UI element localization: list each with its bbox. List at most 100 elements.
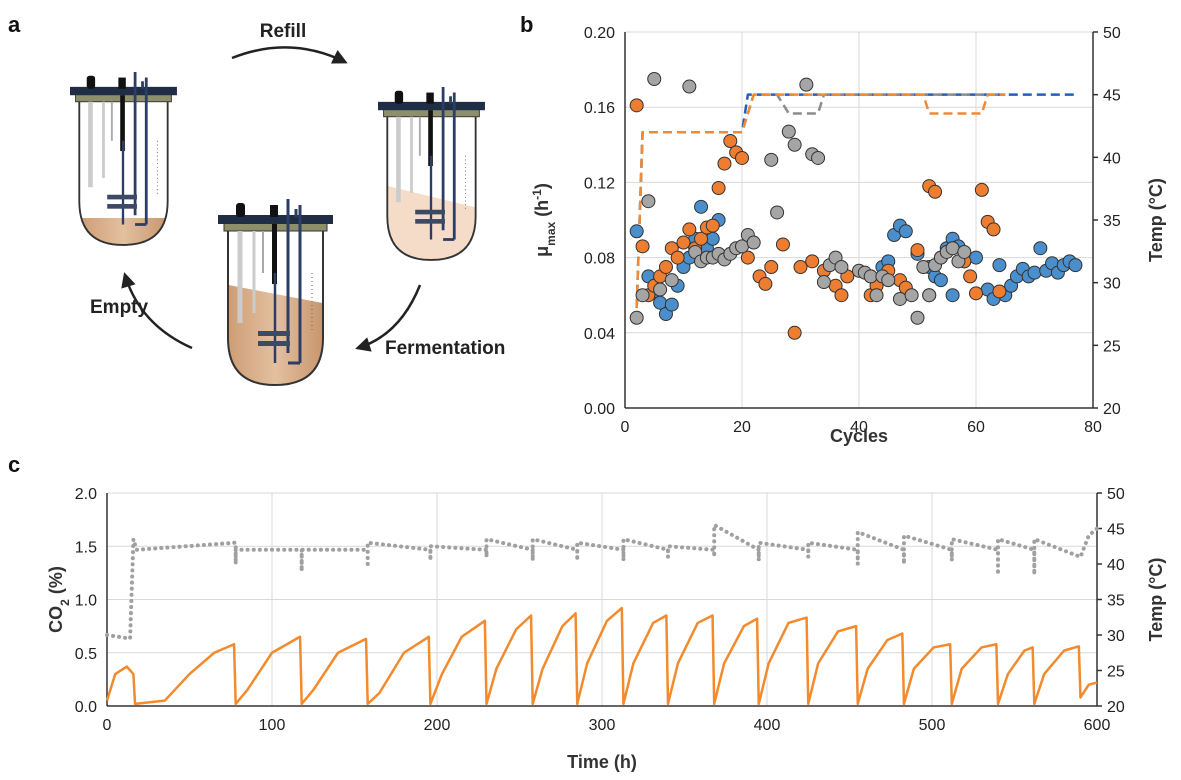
point (647, 72, 662, 86)
point (635, 288, 650, 303)
point (770, 205, 785, 220)
point (758, 276, 773, 291)
point (1033, 241, 1048, 256)
point (1027, 265, 1042, 280)
point (694, 199, 709, 214)
point (881, 273, 896, 288)
point (658, 260, 673, 274)
x-tick-label: 200 (424, 717, 451, 734)
vessel (378, 87, 485, 277)
y-tick-label: 0.16 (584, 100, 615, 117)
y2-tick-label: 35 (1107, 593, 1125, 610)
arrow (355, 284, 422, 352)
y-tick-label: 0.5 (75, 646, 97, 663)
x-tick-label: 100 (259, 717, 286, 734)
panel-label: b (520, 12, 533, 37)
x-tick-label: 20 (733, 419, 751, 436)
point (869, 288, 884, 303)
axis-label-part: (h (532, 200, 552, 222)
axis-label-part: CO (46, 606, 66, 633)
point (834, 288, 849, 303)
point (711, 181, 726, 196)
axis-label: μmax (h-1) (530, 183, 558, 257)
axis-label-part: Temp (°C) (1146, 558, 1166, 642)
point (635, 239, 650, 254)
point (834, 260, 849, 274)
point (910, 310, 925, 325)
point (986, 222, 1001, 237)
panel-label: c (8, 452, 20, 477)
axis-label-part: μ (532, 246, 552, 257)
point (916, 260, 931, 274)
point (629, 310, 644, 325)
y2-tick-label: 25 (1103, 338, 1121, 355)
y-tick-label: 0.00 (584, 401, 615, 418)
point (629, 98, 644, 113)
point (928, 184, 943, 199)
point (805, 254, 820, 269)
point (775, 237, 790, 252)
y2-tick-label: 45 (1103, 88, 1121, 105)
point (723, 134, 738, 149)
point (892, 291, 907, 306)
point (682, 222, 697, 237)
point (974, 182, 989, 197)
x-tick-label: 40 (850, 419, 868, 436)
axis-label: CO2 (%) (46, 566, 72, 633)
chart: 0.000.040.080.120.160.200 20 40 60 802025303… (584, 25, 1121, 446)
point (705, 218, 720, 233)
x-axis-label: Time (h) (567, 752, 637, 772)
y2-tick-label: 40 (1103, 150, 1121, 167)
point (793, 260, 808, 274)
arrow (231, 46, 348, 64)
vessel (218, 199, 333, 403)
point (717, 156, 732, 171)
y-tick-label: 2.0 (75, 486, 97, 503)
point (945, 241, 960, 256)
y2-tick-label: 20 (1103, 401, 1121, 418)
point (746, 235, 761, 250)
x-tick-label: 500 (919, 717, 946, 734)
point (898, 224, 913, 239)
axis-label: Temp (°C) (1146, 178, 1166, 262)
point (735, 150, 749, 165)
point (664, 273, 679, 288)
series-line (105, 522, 1099, 641)
point (922, 288, 937, 303)
axis-label-part: max (544, 222, 558, 246)
y2-tick-label: 50 (1103, 25, 1121, 42)
point (992, 284, 1007, 299)
y-tick-label: 0.04 (584, 326, 615, 343)
panel-label: a (8, 12, 21, 37)
y2-tick-label: 25 (1107, 664, 1125, 681)
step-label: Refill (260, 21, 306, 42)
x-tick-label: 400 (754, 717, 781, 734)
x-axis-label: Cycles (830, 426, 888, 446)
point (811, 150, 826, 165)
point (904, 288, 919, 303)
y-tick-label: 0.20 (584, 25, 615, 42)
axis-label-part: -1 (530, 189, 544, 200)
y-tick-label: 1.0 (75, 593, 97, 610)
point (963, 269, 978, 284)
point (629, 224, 644, 239)
point (653, 282, 668, 297)
point (682, 79, 697, 94)
y-tick-label: 1.5 (75, 539, 97, 556)
y2-tick-label: 35 (1103, 213, 1121, 230)
point (816, 275, 831, 290)
y2-tick-label: 40 (1107, 557, 1125, 574)
axis-label-part: Temp (°C) (1146, 178, 1166, 262)
y2-tick-label: 20 (1107, 699, 1125, 716)
point (969, 286, 983, 301)
series-line (635, 93, 1006, 308)
point (641, 194, 656, 209)
point (764, 152, 779, 167)
axis-label-part: (%) (46, 566, 66, 599)
point (740, 250, 755, 265)
point (781, 124, 796, 139)
point (694, 231, 709, 246)
point (933, 273, 948, 288)
point (799, 77, 814, 92)
point (992, 258, 1007, 273)
